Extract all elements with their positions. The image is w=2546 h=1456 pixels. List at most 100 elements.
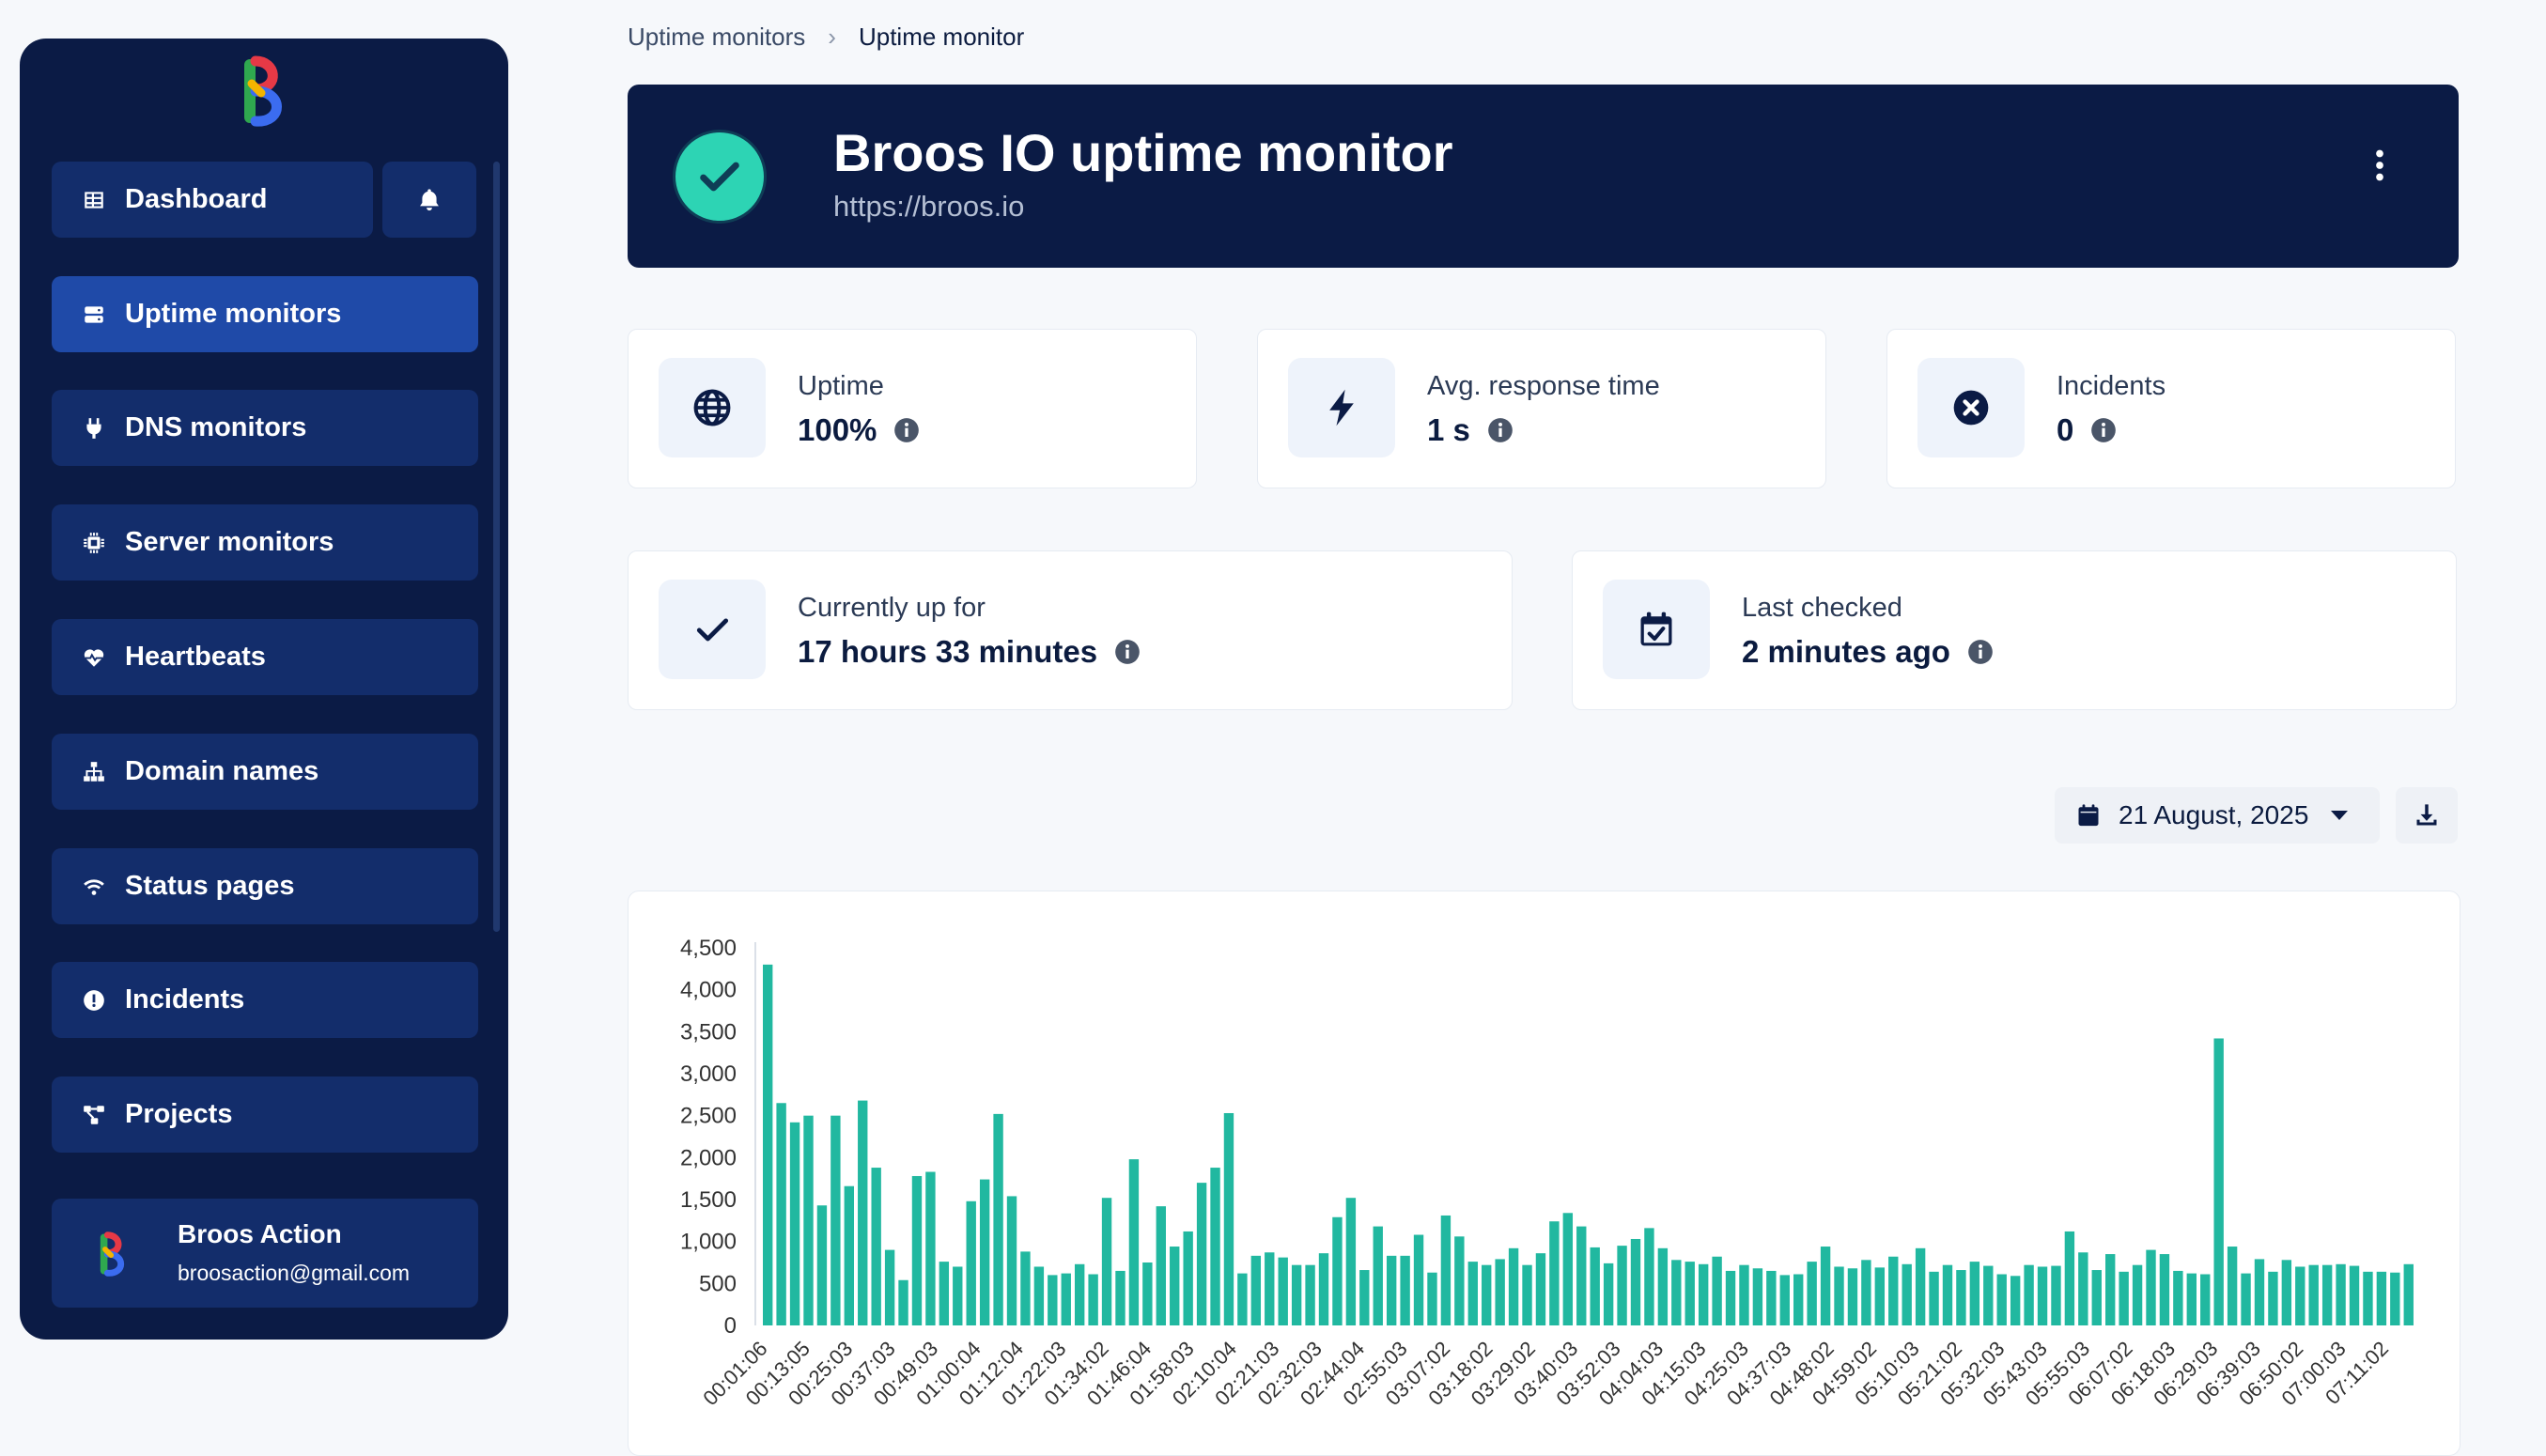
- chart-bar[interactable]: [2241, 1273, 2251, 1325]
- chart-bar[interactable]: [1237, 1273, 1248, 1325]
- chart-bar[interactable]: [1074, 1263, 1085, 1325]
- sidebar-item-uptime-monitors[interactable]: Uptime monitors: [52, 276, 478, 352]
- chart-bar[interactable]: [1630, 1238, 1641, 1325]
- more-options-button[interactable]: [2363, 141, 2397, 190]
- chart-bar[interactable]: [1874, 1267, 1886, 1325]
- sidebar-item-heartbeats[interactable]: Heartbeats: [52, 619, 478, 695]
- chart-bar[interactable]: [1033, 1266, 1045, 1325]
- chart-bar[interactable]: [2390, 1272, 2400, 1325]
- chart-bar[interactable]: [2403, 1263, 2414, 1325]
- chart-bar[interactable]: [1684, 1262, 1695, 1325]
- chart-bar[interactable]: [1603, 1262, 1614, 1325]
- chart-bar[interactable]: [1671, 1260, 1682, 1325]
- chart-bar[interactable]: [2159, 1254, 2170, 1325]
- chart-bar[interactable]: [1942, 1264, 1953, 1325]
- info-icon[interactable]: [1114, 639, 1141, 665]
- chart-bar[interactable]: [803, 1115, 814, 1325]
- chart-bar[interactable]: [1956, 1270, 1966, 1325]
- date-picker-button[interactable]: 21 August, 2025: [2055, 787, 2380, 844]
- chart-bar[interactable]: [1413, 1234, 1424, 1325]
- chart-bar[interactable]: [1739, 1264, 1749, 1325]
- chart-bar[interactable]: [2200, 1274, 2211, 1325]
- chart-bar[interactable]: [816, 1205, 828, 1325]
- chart-bar[interactable]: [1996, 1274, 2007, 1325]
- chart-bar[interactable]: [789, 1122, 800, 1325]
- chart-bar[interactable]: [1495, 1259, 1505, 1325]
- chart-bar[interactable]: [1482, 1264, 1492, 1325]
- info-icon[interactable]: [1487, 417, 1514, 443]
- chart-bar[interactable]: [1183, 1231, 1193, 1325]
- chart-bar[interactable]: [1210, 1168, 1220, 1325]
- chart-bar[interactable]: [1617, 1246, 1627, 1325]
- chart-bar[interactable]: [1969, 1262, 1980, 1325]
- chart-bar[interactable]: [979, 1179, 990, 1325]
- chart-bar[interactable]: [1657, 1247, 1669, 1325]
- sidebar-item-dns-monitors[interactable]: DNS monitors: [52, 390, 478, 466]
- chart-bar[interactable]: [763, 964, 773, 1325]
- chart-bar[interactable]: [2119, 1271, 2129, 1325]
- chart-bar[interactable]: [2268, 1271, 2278, 1325]
- sidebar-item-dashboard[interactable]: Dashboard: [52, 162, 373, 238]
- chart-bar[interactable]: [871, 1168, 881, 1325]
- chart-bar[interactable]: [1929, 1271, 1939, 1325]
- chart-bar[interactable]: [1332, 1216, 1343, 1325]
- chart-bar[interactable]: [858, 1100, 868, 1325]
- chart-bar[interactable]: [2024, 1264, 2034, 1325]
- chart-bar[interactable]: [1535, 1253, 1546, 1325]
- chart-bar[interactable]: [911, 1175, 923, 1325]
- chart-bar[interactable]: [953, 1266, 963, 1325]
- chart-bar[interactable]: [1454, 1236, 1465, 1325]
- chart-bar[interactable]: [2281, 1260, 2292, 1325]
- chart-bar[interactable]: [1698, 1263, 1709, 1325]
- chart-bar[interactable]: [844, 1185, 854, 1325]
- chart-bar[interactable]: [1508, 1247, 1519, 1325]
- chart-bar[interactable]: [831, 1115, 841, 1325]
- chart-bar[interactable]: [1712, 1256, 1722, 1325]
- chart-bar[interactable]: [2227, 1247, 2238, 1325]
- chart-bar[interactable]: [1820, 1247, 1831, 1325]
- chart-bar[interactable]: [1590, 1247, 1600, 1325]
- sidebar-item-incidents[interactable]: Incidents: [52, 962, 478, 1038]
- sidebar-scrollbar[interactable]: [493, 162, 500, 932]
- chart-bar[interactable]: [2078, 1252, 2088, 1325]
- chart-bar[interactable]: [2349, 1265, 2360, 1325]
- chart-bar[interactable]: [1888, 1256, 1899, 1325]
- chart-bar[interactable]: [1861, 1260, 1871, 1325]
- chart-bar[interactable]: [2213, 1038, 2224, 1325]
- chart-bar[interactable]: [1020, 1251, 1031, 1325]
- sidebar-item-domain-names[interactable]: Domain names: [52, 734, 478, 810]
- chart-bar[interactable]: [939, 1262, 950, 1325]
- chart-bar[interactable]: [1807, 1262, 1817, 1325]
- chart-bar[interactable]: [1278, 1257, 1288, 1325]
- chart-bar[interactable]: [1779, 1275, 1790, 1325]
- chart-bar[interactable]: [1048, 1275, 1058, 1325]
- chart-bar[interactable]: [2091, 1270, 2102, 1325]
- chart-bar[interactable]: [2295, 1266, 2305, 1325]
- chart-bar[interactable]: [2064, 1231, 2075, 1325]
- download-button[interactable]: [2396, 787, 2458, 844]
- chart-bar[interactable]: [1250, 1255, 1262, 1325]
- chart-bar[interactable]: [1915, 1247, 1926, 1325]
- sidebar-item-projects[interactable]: Projects: [52, 1077, 478, 1153]
- chart-bar[interactable]: [2321, 1264, 2333, 1325]
- chart-bar[interactable]: [2132, 1264, 2143, 1325]
- chart-bar[interactable]: [1834, 1266, 1844, 1325]
- info-icon[interactable]: [893, 417, 920, 443]
- chart-bar[interactable]: [1752, 1268, 1763, 1325]
- chart-bar[interactable]: [2254, 1259, 2265, 1325]
- chart-bar[interactable]: [898, 1279, 908, 1325]
- chart-bar[interactable]: [2105, 1254, 2116, 1325]
- chart-bar[interactable]: [1725, 1270, 1736, 1325]
- chart-bar[interactable]: [1576, 1226, 1587, 1325]
- chart-bar[interactable]: [1522, 1264, 1532, 1325]
- chart-bar[interactable]: [993, 1113, 1003, 1325]
- chart-bar[interactable]: [2173, 1270, 2183, 1325]
- notifications-button[interactable]: [382, 162, 476, 238]
- chart-bar[interactable]: [1847, 1268, 1858, 1325]
- chart-bar[interactable]: [1156, 1206, 1166, 1325]
- chart-bar[interactable]: [1644, 1228, 1654, 1325]
- chart-bar[interactable]: [1318, 1253, 1329, 1325]
- info-icon[interactable]: [2090, 417, 2117, 443]
- chart-bar[interactable]: [1359, 1270, 1370, 1325]
- chart-bar[interactable]: [1088, 1274, 1098, 1325]
